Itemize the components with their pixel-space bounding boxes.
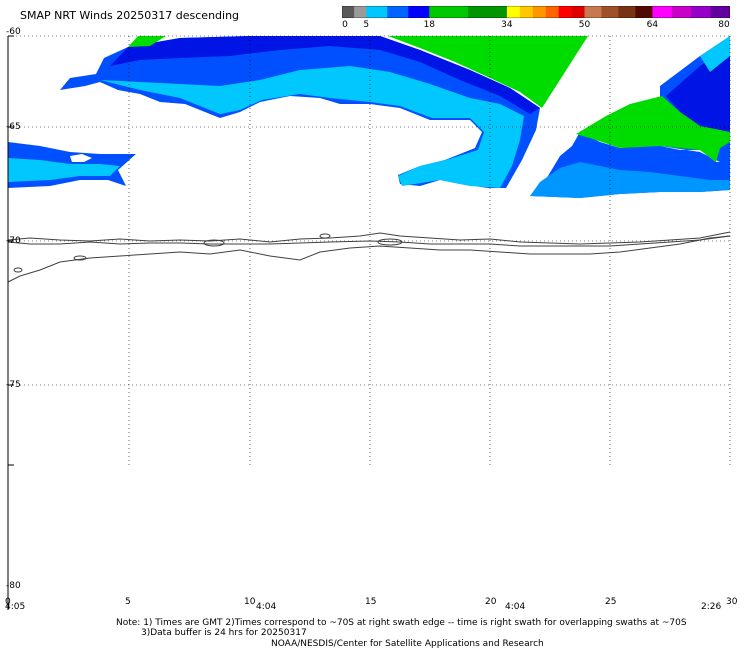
legend-swatch-2-1 xyxy=(468,6,508,18)
lon-label-25: 25 xyxy=(605,597,617,607)
swath-right-blue xyxy=(530,36,730,198)
lat-label-60: -60 xyxy=(6,27,21,37)
legend-swatch-4-1 xyxy=(601,6,619,18)
swath-top-green-left xyxy=(128,36,166,47)
antarctic-coastline xyxy=(7,231,731,283)
lon-label-10: 10 xyxy=(244,597,256,607)
legend-swatch-3-1 xyxy=(519,6,534,18)
swath-left-lightblue xyxy=(8,158,120,182)
legend-swatch-0-1 xyxy=(354,6,367,18)
legend-tick-18: 18 xyxy=(423,20,436,30)
legend-swatch-4-2 xyxy=(618,6,636,18)
note-line-2: 3)Data buffer is 24 hrs for 20250317 xyxy=(141,628,307,638)
lat-label-65: -65 xyxy=(6,122,21,132)
lon-label-5: 5 xyxy=(125,597,131,607)
swath-top-blue xyxy=(60,36,540,188)
swath-top-lightblue xyxy=(100,66,524,188)
lon-label-20: 20 xyxy=(485,597,497,607)
legend-swatch-3-3 xyxy=(545,6,560,18)
legend-swatch-5-0 xyxy=(652,6,673,18)
legend-swatch-3-0 xyxy=(506,6,521,18)
legend-swatch-3-4 xyxy=(558,6,573,18)
legend-swatch-3-2 xyxy=(532,6,547,18)
legend-swatch-3-5 xyxy=(571,6,585,18)
wind-speed-legend xyxy=(342,6,730,18)
legend-swatch-5-3 xyxy=(710,6,730,18)
time-label-10: 4:04 xyxy=(256,602,277,612)
legend-swatch-5-1 xyxy=(671,6,692,18)
swath-top-deepblue xyxy=(110,36,540,114)
wind-swaths xyxy=(8,36,730,198)
swath-right-lightblue xyxy=(700,36,730,72)
lat-label-80: -80 xyxy=(6,581,21,591)
lon-label-30: 30 xyxy=(726,597,738,607)
legend-tick-0: 0 xyxy=(342,20,348,30)
swath-right-lower-lightblue xyxy=(530,162,730,198)
legend-tick-50: 50 xyxy=(578,20,591,30)
lat-label-70: -70 xyxy=(6,236,21,246)
note-line-1: Note: 1) Times are GMT 2)Times correspon… xyxy=(116,618,687,628)
legend-swatch-5-2 xyxy=(691,6,712,18)
note-line-3: NOAA/NESDIS/Center for Satellite Applica… xyxy=(271,639,544,649)
legend-swatch-4-0 xyxy=(584,6,602,18)
legend-tick-5: 5 xyxy=(363,20,370,30)
legend-tick-34: 34 xyxy=(501,20,513,30)
axis-frame xyxy=(7,35,14,610)
lon-label-15: 15 xyxy=(365,597,377,607)
time-label-0: 4:05 xyxy=(5,602,26,612)
time-label-30: 2:26 xyxy=(701,602,722,612)
swath-left-hole xyxy=(70,154,92,162)
legend-swatch-1-0 xyxy=(366,6,388,18)
swath-top-green-right xyxy=(388,36,588,108)
legend-swatch-4-3 xyxy=(635,6,653,18)
swath-right-green xyxy=(576,96,730,162)
legend-swatch-1-2 xyxy=(408,6,430,18)
legend-tick-80: 80 xyxy=(718,20,730,30)
time-label-20: 4:04 xyxy=(505,602,526,612)
legend-swatch-0-0 xyxy=(342,6,355,18)
lat-label-75: -75 xyxy=(6,380,21,390)
legend-swatch-2-0 xyxy=(429,6,469,18)
map-title: SMAP NRT Winds 20250317 descending xyxy=(20,9,240,22)
lon-label-0: 0 xyxy=(5,597,11,607)
legend-swatch-1-1 xyxy=(387,6,409,18)
legend-tick-64: 64 xyxy=(646,20,659,30)
